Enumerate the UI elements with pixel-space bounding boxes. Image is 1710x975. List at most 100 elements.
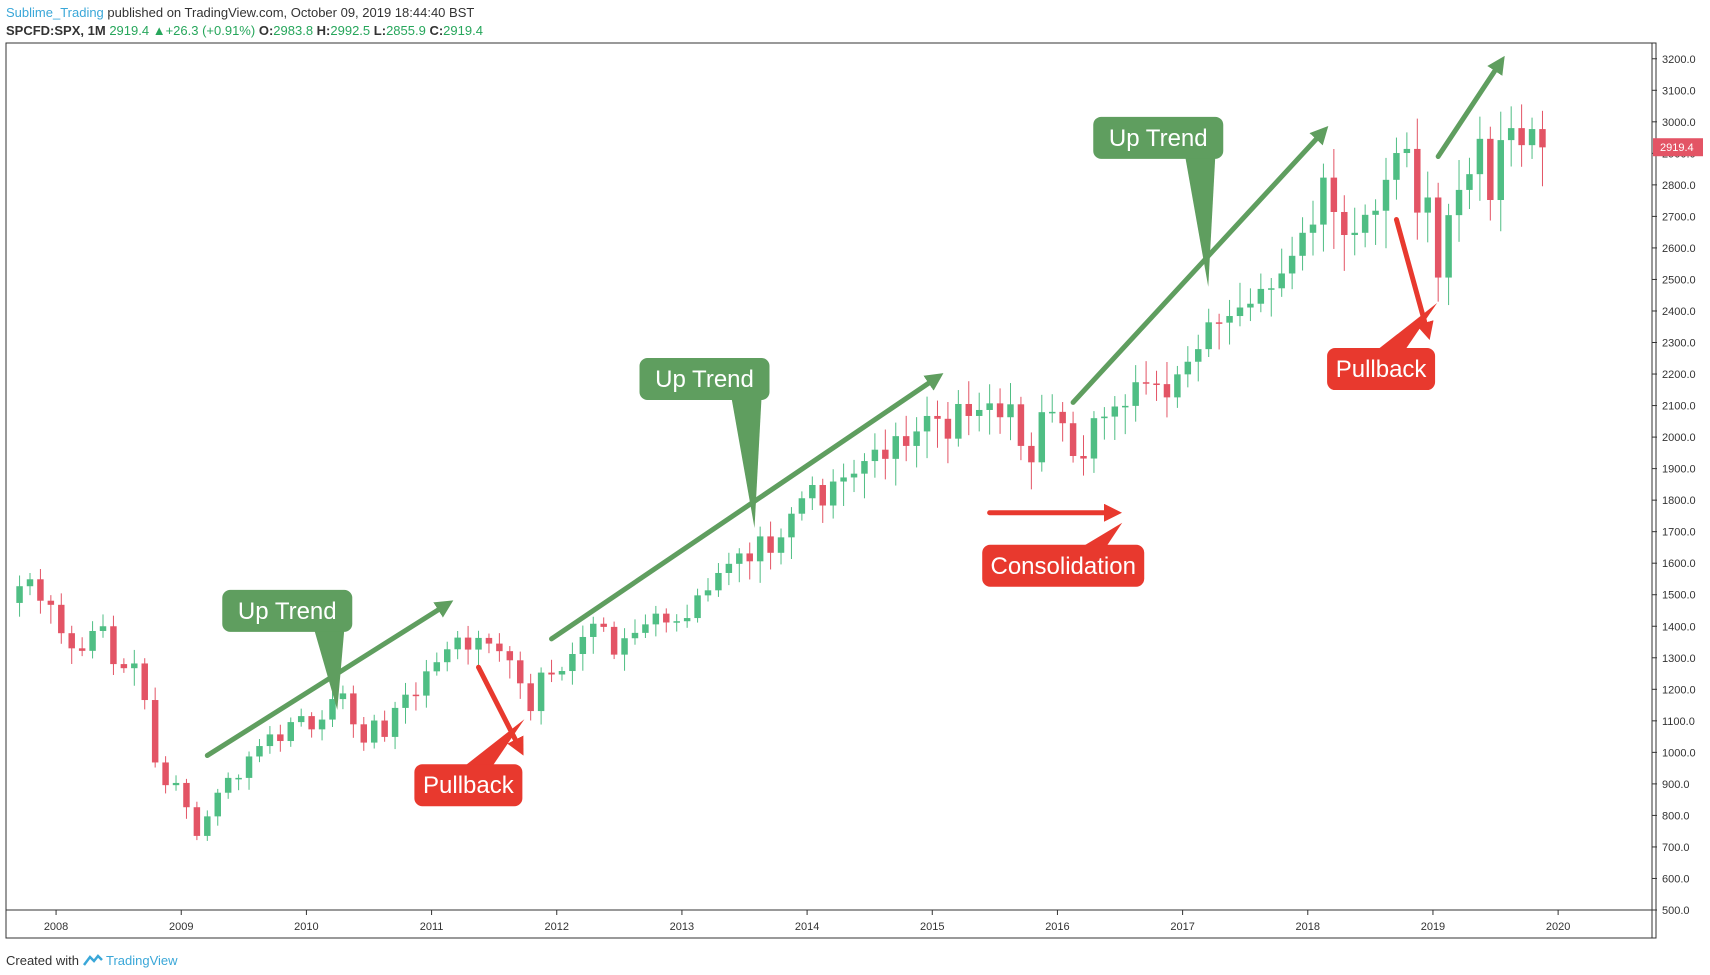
candle (1017, 404, 1025, 446)
time-tick-label: 2013 (670, 921, 694, 933)
candle (882, 449, 889, 459)
candle (297, 716, 305, 723)
annotation-arrow (549, 373, 944, 642)
candle (1111, 406, 1119, 417)
price-tick-label: 2100.0 (1662, 401, 1696, 413)
candle (756, 536, 764, 562)
candle (809, 485, 816, 499)
price-tick-label: 1600.0 (1662, 558, 1696, 570)
candle (1007, 404, 1014, 418)
candle (1132, 382, 1139, 406)
candle (1361, 214, 1369, 233)
price-tick-label: 1900.0 (1662, 464, 1696, 476)
candle (287, 722, 294, 742)
annotations-layer: Up Trend Pullback Up Trend Consolidation Up … (204, 55, 1505, 807)
time-tick-label: 2014 (795, 921, 819, 933)
callout-label: Up Trend (655, 366, 754, 393)
candle (433, 662, 441, 672)
candle (600, 623, 607, 627)
candle (131, 663, 138, 669)
candle (704, 590, 712, 596)
time-tick-label: 2016 (1045, 921, 1069, 933)
time-tick-label: 2009 (169, 921, 193, 933)
candle (642, 624, 649, 633)
candle (1028, 445, 1035, 463)
candle (913, 431, 920, 446)
callout-tail (1082, 522, 1123, 547)
tradingview-link[interactable]: TradingView (106, 953, 178, 968)
callout-label: Up Trend (1109, 125, 1208, 152)
candle (652, 613, 660, 625)
candle (1247, 303, 1254, 308)
price-tag-label: 2919.4 (1660, 142, 1694, 154)
candle (996, 403, 1004, 418)
price-tick-label: 700.0 (1662, 842, 1690, 854)
candle (902, 436, 910, 446)
candle (1507, 128, 1515, 141)
candle (423, 671, 430, 696)
price-tick-label: 2500.0 (1662, 274, 1696, 286)
annotation-arrow (476, 664, 524, 756)
candle (391, 707, 399, 737)
last-price-tag: 2919.4 (1653, 138, 1703, 157)
open-label: O: (258, 23, 274, 38)
candle (339, 693, 347, 700)
candle (517, 660, 524, 684)
price-tick-label: 800.0 (1662, 810, 1690, 822)
candle (68, 633, 75, 649)
price-tick-label: 3200.0 (1662, 54, 1696, 66)
candle (308, 716, 315, 730)
price-tick-label: 2300.0 (1662, 338, 1696, 350)
candle (1278, 273, 1285, 289)
candle (485, 637, 493, 644)
price-tick-label: 1000.0 (1662, 747, 1696, 759)
low-label: L: (373, 23, 387, 38)
candle (923, 415, 931, 432)
callout-tail (314, 629, 345, 710)
up-triangle-icon: ▲ (152, 23, 166, 38)
candle (548, 672, 555, 675)
candle (829, 481, 837, 506)
candle (1236, 307, 1244, 317)
candle (631, 632, 639, 639)
author-link[interactable]: Sublime_Trading (6, 5, 104, 20)
price-tick-label: 900.0 (1662, 779, 1690, 791)
candle (1372, 210, 1379, 215)
price-tick-label: 1500.0 (1662, 590, 1696, 602)
candle (819, 485, 826, 506)
candle (1497, 140, 1504, 201)
callout-box (982, 544, 1145, 587)
candle (120, 664, 128, 669)
time-axis: 2008 2009 2010 2011 2012 2013 2014 2015 2016 2017… (44, 910, 1570, 933)
candle (1341, 211, 1348, 236)
time-tick-label: 2012 (545, 921, 569, 933)
candle (1205, 322, 1212, 350)
candle (1215, 322, 1223, 324)
candle (1288, 255, 1296, 274)
candle (610, 626, 618, 655)
candle (1174, 374, 1181, 398)
candle (443, 649, 451, 663)
candle (1455, 189, 1463, 216)
tradingview-logo-icon (82, 954, 103, 966)
callout-box (1327, 348, 1436, 391)
candle (1090, 418, 1098, 459)
candle (329, 699, 336, 720)
candle (99, 626, 107, 631)
candle (1424, 197, 1431, 213)
price-tick-label: 3100.0 (1662, 85, 1696, 97)
candle (850, 473, 858, 478)
publish-line: Sublime_Trading published on TradingView… (6, 4, 483, 22)
annotation-arrow (204, 600, 454, 759)
candle (1309, 224, 1317, 233)
time-tick-label: 2011 (420, 921, 444, 933)
candle (892, 436, 899, 459)
candle (1382, 179, 1390, 211)
candle (381, 720, 388, 737)
candle (683, 618, 691, 622)
candle (47, 600, 55, 605)
high-value: 2992.5 (330, 23, 371, 38)
price-tick-label: 2800.0 (1662, 180, 1696, 192)
candle (1059, 411, 1066, 424)
